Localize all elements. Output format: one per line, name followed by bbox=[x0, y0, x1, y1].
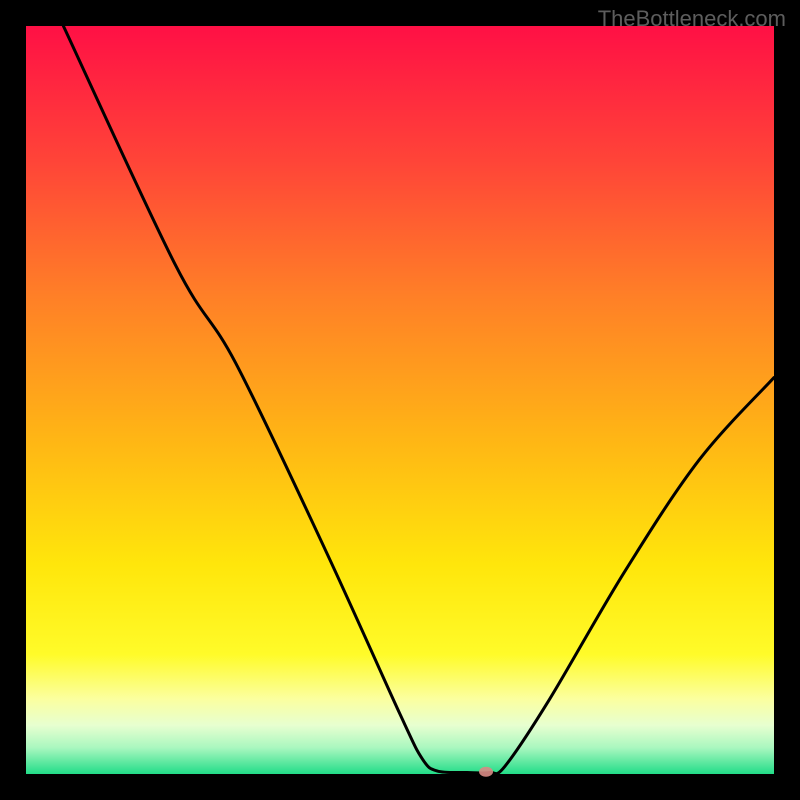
optimal-point-marker bbox=[479, 767, 493, 777]
chart-container: TheBottleneck.com bbox=[0, 0, 800, 800]
bottleneck-chart bbox=[0, 0, 800, 800]
watermark-text: TheBottleneck.com bbox=[598, 6, 786, 32]
chart-background bbox=[26, 26, 774, 774]
